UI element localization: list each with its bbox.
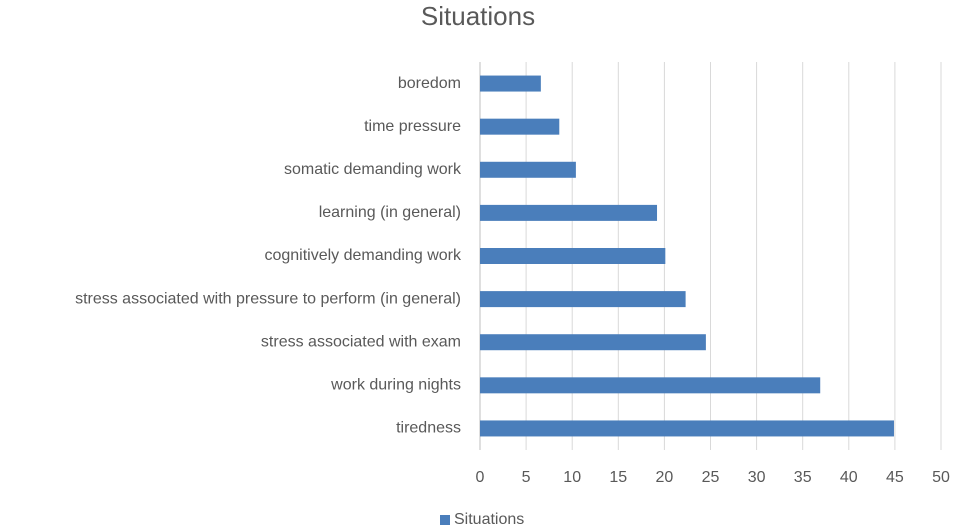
y-tick-label: cognitively demanding work [264,247,462,264]
x-tick-label: 25 [702,469,720,486]
bar [480,420,894,437]
legend-swatch [440,515,450,525]
y-tick-label: learning (in general) [319,204,461,221]
bar [480,377,821,394]
y-tick-label: work during nights [330,377,461,394]
chart-title: Situations [421,1,535,31]
bar [480,75,541,92]
x-tick-label: 35 [794,469,812,486]
bar [480,204,658,221]
bar [480,248,666,264]
x-tick-label: 20 [656,469,674,486]
x-tick-label: 5 [522,469,531,486]
x-tick-label: 15 [609,469,627,486]
x-tick-label: 30 [748,469,766,486]
y-tick-label: boredom [398,75,461,92]
x-tick-label: 40 [840,469,858,486]
bar [480,118,560,135]
x-tick-label: 10 [563,469,581,486]
bar [480,161,576,178]
legend-label: Situations [454,511,524,528]
y-tick-label: stress associated with pressure to perfo… [75,290,461,307]
x-tick-label: 50 [932,469,950,486]
y-tick-label: tiredness [396,420,461,437]
x-tick-label: 45 [886,469,904,486]
y-tick-label: stress associated with exam [261,333,461,350]
bar [480,291,686,308]
y-tick-label: somatic demanding work [284,161,462,178]
x-tick-label: 0 [476,469,485,486]
y-tick-label: time pressure [364,118,461,135]
bar [480,334,706,351]
